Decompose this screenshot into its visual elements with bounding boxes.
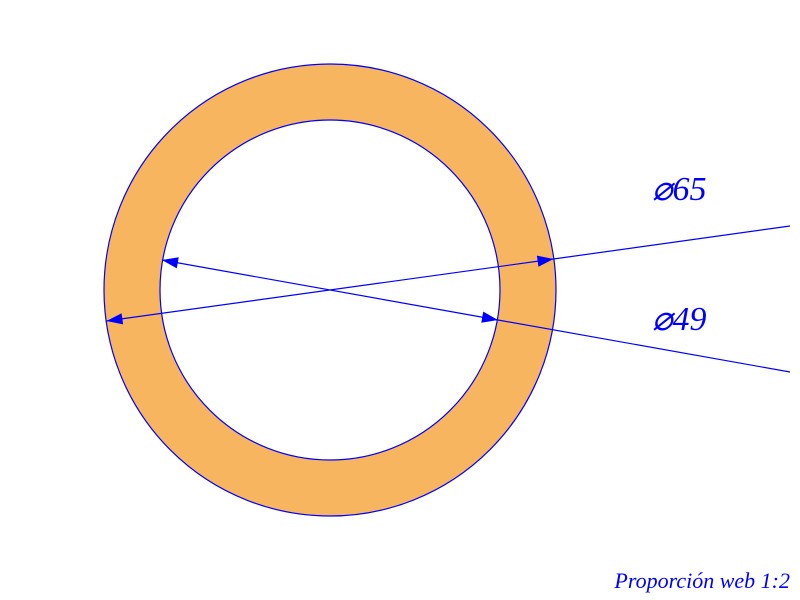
inner-diameter-label: ⌀49 <box>652 301 706 338</box>
outer-diameter-leader <box>554 226 791 259</box>
inner-diameter-line <box>162 260 498 320</box>
inner-diameter-dimension: ⌀49 <box>162 257 790 372</box>
scale-footer: Proporción web 1:2 <box>613 568 790 593</box>
diagram-canvas: ⌀65 ⌀49 Proporción web 1:2 <box>0 0 800 600</box>
outer-diameter-label: ⌀65 <box>652 171 706 208</box>
inner-diameter-arrow-right <box>481 312 498 323</box>
inner-diameter-arrow-left <box>162 257 179 268</box>
